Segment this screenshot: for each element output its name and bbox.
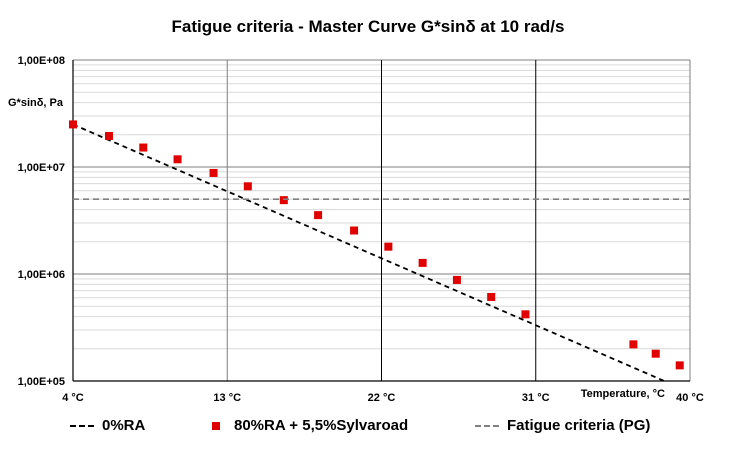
- legend-item-fatigue-criteria: Fatigue criteria (PG): [475, 417, 650, 434]
- data-point-80-ra: [173, 155, 182, 164]
- data-point-80-ra: [521, 310, 530, 319]
- legend-item-0-ra: 0%RA: [70, 417, 145, 434]
- x-tick-label: 13 °C: [213, 392, 241, 404]
- data-point-80-ra: [651, 349, 660, 358]
- legend-label-80-ra: 80%RA + 5,5%Sylvaroad: [234, 417, 409, 434]
- y-axis-label: G*sinδ, Pa: [8, 97, 64, 109]
- data-point-80-ra: [104, 131, 113, 140]
- data-point-80-ra: [243, 182, 252, 191]
- series-0-ra-line: [72, 123, 665, 382]
- legend-label-0-ra: 0%RA: [102, 417, 146, 434]
- data-point-80-ra: [675, 361, 684, 370]
- legend-square-marker-icon: [212, 421, 220, 430]
- x-axis-label: Temperature, °C: [581, 388, 665, 400]
- data-point-80-ra: [314, 211, 323, 220]
- y-tick-label: 1,00E+05: [18, 376, 65, 388]
- legend-grey-dashed-line-icon: [475, 424, 499, 427]
- data-point-80-ra: [209, 168, 218, 177]
- x-tick-label: 31 °C: [522, 392, 550, 404]
- data-point-80-ra: [629, 340, 638, 349]
- legend-item-80-ra: 80%RA + 5,5%Sylvaroad: [212, 417, 408, 434]
- y-tick-label: 1,00E+07: [18, 162, 65, 174]
- data-point-80-ra: [350, 226, 359, 235]
- y-tick-label: 1,00E+08: [18, 55, 65, 67]
- data-point-80-ra: [487, 292, 496, 301]
- x-tick-label: 22 °C: [368, 392, 396, 404]
- data-point-80-ra: [452, 275, 461, 284]
- x-tick-label: 4 °C: [62, 392, 84, 404]
- data-point-80-ra: [279, 196, 288, 205]
- legend-label-fatigue-criteria: Fatigue criteria (PG): [507, 417, 651, 434]
- data-point-80-ra: [384, 242, 393, 251]
- data-point-80-ra: [139, 143, 148, 152]
- chart-legend: 0%RA 80%RA + 5,5%Sylvaroad Fatigue crite…: [0, 417, 736, 441]
- chart-title: Fatigue criteria - Master Curve G*sinδ a…: [171, 17, 565, 36]
- legend-dashed-line-icon: [70, 424, 94, 427]
- data-point-80-ra: [69, 120, 77, 129]
- y-tick-label: 1,00E+06: [18, 269, 65, 281]
- data-point-80-ra: [418, 258, 427, 267]
- x-tick-label: 40 °C: [676, 392, 704, 404]
